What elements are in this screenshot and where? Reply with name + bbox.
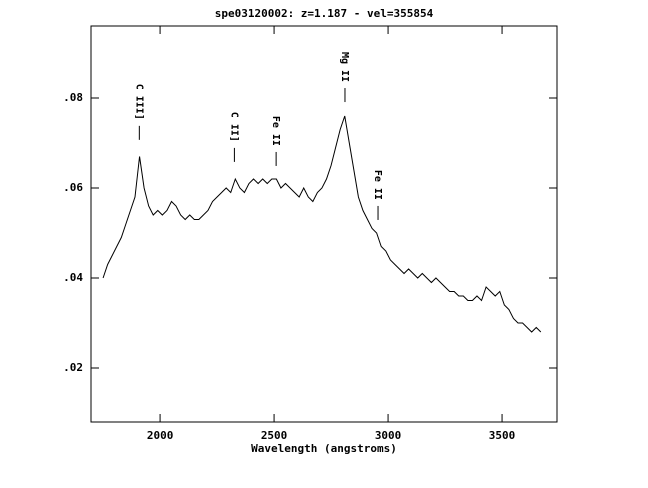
y-tick-label: .06 [63, 181, 83, 194]
annotation-label: Fe II [372, 170, 383, 200]
x-tick-label: 2500 [261, 429, 288, 442]
spectrum-line [102, 115, 542, 333]
annotation-label: C II] [228, 112, 239, 142]
annotation-label: Mg II [339, 52, 350, 82]
chart-title: spe03120002: z=1.187 - vel=355854 [215, 7, 434, 20]
y-tick-label: .08 [63, 91, 83, 104]
annotation-label: C III] [133, 84, 144, 120]
y-tick-label: .02 [63, 361, 83, 374]
x-tick-label: 2000 [147, 429, 174, 442]
plot-frame [90, 25, 558, 423]
x-tick-label: 3000 [375, 429, 402, 442]
x-tick-label: 3500 [489, 429, 516, 442]
x-axis-label: Wavelength (angstroms) [251, 442, 397, 455]
y-tick-label: .04 [63, 271, 83, 284]
annotation-label: Fe II [270, 116, 281, 146]
